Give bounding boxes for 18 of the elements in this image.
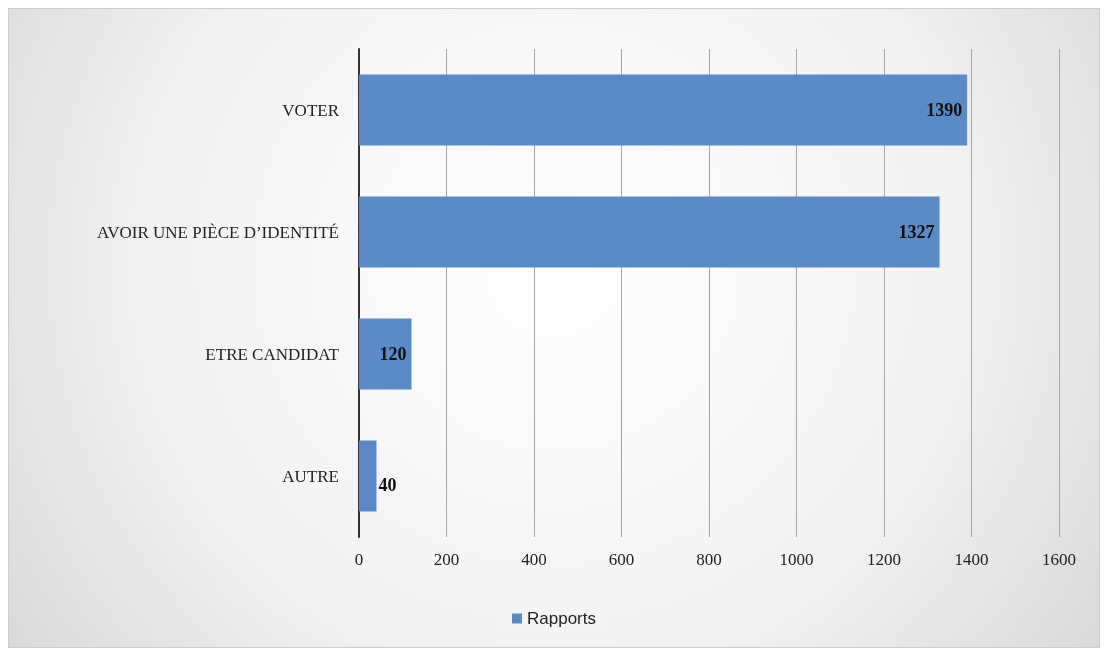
data-label: 120 xyxy=(379,344,407,364)
y-tick-label: VOTER xyxy=(282,100,340,120)
x-tick-label: 200 xyxy=(433,550,460,569)
x-tick-label: 1400 xyxy=(954,550,989,569)
data-label: 40 xyxy=(378,475,397,495)
y-tick-label: AUTRE xyxy=(282,466,339,486)
x-tick-label: 1600 xyxy=(1042,550,1076,569)
y-tick-label: ETRE CANDIDAT xyxy=(205,344,340,364)
y-tick-label: AVOIR UNE PIÈCE D’IDENTITÉ xyxy=(97,222,339,242)
x-tick-label: 0 xyxy=(354,550,364,569)
legend-label: Rapports xyxy=(527,609,596,628)
x-tick-label: 1200 xyxy=(867,550,901,569)
x-tick-label: 400 xyxy=(521,550,547,569)
x-tick-label: 800 xyxy=(696,550,722,569)
data-label: 1327 xyxy=(898,222,935,242)
x-tick-label: 1000 xyxy=(779,550,814,569)
x-tick-label: 600 xyxy=(608,550,635,569)
data-label: 1390 xyxy=(926,100,963,120)
